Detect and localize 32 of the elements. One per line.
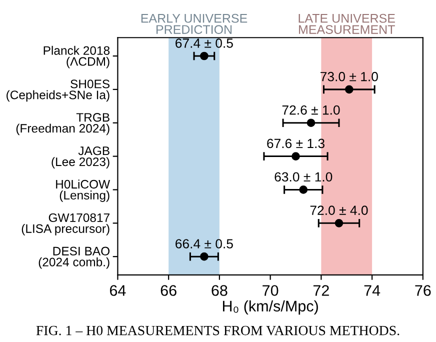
x-tick-label: 72 (313, 285, 329, 296)
annotation: 67.6 ± 1.3 (267, 138, 324, 148)
y-tick-label: Planck 2018 (ΛCDM) (44, 46, 110, 68)
point (306, 118, 316, 128)
point (344, 85, 354, 94)
point (299, 186, 308, 194)
point (200, 52, 208, 60)
y-tick-label: GW170817 (LISA precursor) (22, 213, 110, 236)
point (292, 152, 300, 160)
x-tick-label: 64 (110, 285, 126, 296)
y-tick-label: SH0ES (Cepheids+SNe Ia) (6, 80, 110, 102)
point (200, 252, 208, 261)
band-label: LATE UNIVERSE MEASUREMENT (298, 14, 395, 34)
x-tick-label: 74 (364, 285, 380, 296)
x-axis-title: H₀ (km/s/Mpc) (223, 300, 318, 315)
x-tick-label: 68 (212, 285, 228, 296)
y-tick-label: H0LiCOW (Lensing) (56, 180, 110, 202)
band-label: EARLY UNIVERSE PREDICTION (141, 14, 248, 34)
x-tick-label: 70 (262, 285, 278, 296)
x-tick-label: 66 (160, 285, 176, 296)
annotation: 72.0 ± 4.0 (310, 206, 368, 215)
annotation: 66.4 ± 0.5 (176, 239, 233, 248)
x-tick-label: 76 (415, 285, 431, 296)
y-tick-label: DESI BAO (2024 comb.) (38, 246, 110, 269)
annotation: 67.4 ± 0.5 (176, 38, 233, 48)
point (334, 218, 344, 228)
caption: FIG. 1 – H0 MEASUREMENTS FROM VARIOUS METHODS. (36, 326, 400, 336)
y-tick-label: JAGB (Lee 2023) (52, 146, 110, 169)
annotation: 73.0 ± 1.0 (320, 72, 378, 82)
annotation: 63.0 ± 1.0 (274, 172, 332, 182)
annotation: 72.6 ± 1.0 (282, 105, 340, 115)
y-tick-label: TRGB (Freedman 2024) (16, 113, 110, 136)
